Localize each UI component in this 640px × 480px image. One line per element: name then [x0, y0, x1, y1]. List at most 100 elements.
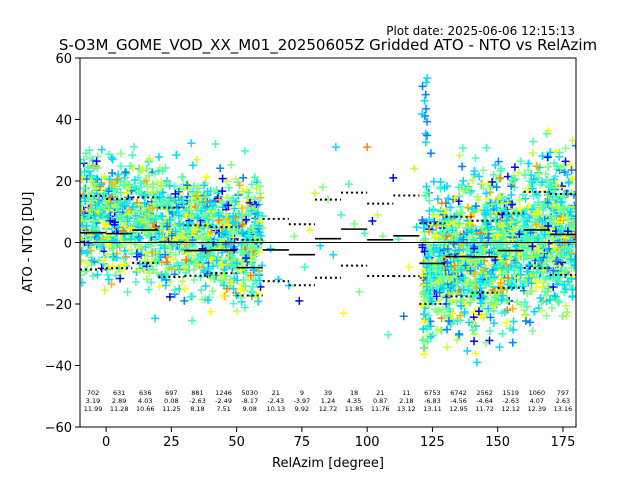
- data-point: [152, 198, 161, 207]
- data-point: [237, 239, 246, 248]
- data-point: [96, 182, 105, 191]
- x-tick-label: 25: [163, 435, 180, 450]
- bin-stat-label: -2.49: [215, 397, 232, 405]
- data-point: [85, 146, 94, 155]
- scatter-points: [80, 74, 576, 367]
- data-point: [108, 262, 117, 271]
- data-point: [243, 194, 252, 203]
- bin-stat-label: 11.99: [84, 405, 103, 413]
- data-point: [130, 206, 139, 215]
- bin-stat-label: 9.92: [295, 405, 309, 413]
- data-point: [183, 225, 192, 234]
- data-point: [470, 330, 479, 339]
- data-point: [226, 275, 235, 284]
- data-point: [108, 244, 117, 253]
- bin-stat-label: 2562: [476, 389, 493, 397]
- data-point: [455, 330, 464, 339]
- bin-stat-label: 4.03: [138, 397, 152, 405]
- data-point: [107, 280, 116, 289]
- data-point: [80, 155, 88, 164]
- data-point: [252, 184, 261, 193]
- bin-stat-label: 11: [402, 389, 410, 397]
- data-point: [134, 266, 143, 275]
- data-point: [517, 300, 526, 309]
- data-point: [115, 174, 124, 183]
- bin-stat-label: -4.64: [476, 397, 493, 405]
- data-point: [218, 277, 227, 286]
- data-point: [100, 286, 109, 295]
- data-point: [178, 232, 187, 241]
- data-point: [81, 197, 90, 206]
- data-point: [101, 222, 110, 231]
- data-point: [140, 216, 149, 225]
- bin-stat-label: 9.08: [242, 405, 256, 413]
- data-point: [171, 227, 180, 236]
- data-point: [163, 179, 172, 188]
- data-point: [135, 260, 144, 269]
- data-point: [126, 235, 135, 244]
- data-point: [171, 189, 180, 198]
- data-point: [148, 204, 157, 213]
- data-point: [201, 212, 210, 221]
- data-point: [189, 275, 198, 284]
- data-point: [190, 265, 199, 274]
- data-point: [156, 225, 165, 234]
- data-point: [238, 228, 247, 237]
- data-point: [104, 150, 113, 159]
- data-point: [116, 274, 125, 283]
- data-point: [242, 215, 251, 224]
- data-point: [238, 247, 247, 256]
- data-point: [116, 188, 125, 197]
- data-point: [92, 157, 101, 166]
- data-point: [105, 175, 114, 184]
- data-point: [195, 250, 204, 259]
- data-point: [201, 193, 210, 202]
- data-point: [202, 173, 211, 182]
- data-point: [129, 142, 138, 151]
- data-point: [227, 160, 236, 169]
- data-point: [104, 275, 113, 284]
- y-tick-label: −20: [45, 298, 72, 313]
- x-tick-label: 125: [420, 435, 445, 450]
- data-point: [203, 242, 212, 251]
- data-point: [140, 198, 149, 207]
- bin-stat-label: 39: [324, 389, 332, 397]
- data-point: [250, 220, 259, 229]
- x-axis-label: RelAzim [degree]: [272, 456, 384, 471]
- data-point: [100, 191, 109, 200]
- bin-stat-label: 1.24: [321, 397, 335, 405]
- data-point: [222, 210, 231, 219]
- data-point: [238, 240, 247, 249]
- data-point: [507, 191, 516, 200]
- data-point: [215, 211, 224, 220]
- data-point: [144, 240, 153, 249]
- data-point: [93, 189, 102, 198]
- bin-stat-label: 12.12: [501, 405, 520, 413]
- data-point: [510, 163, 519, 172]
- data-point: [100, 173, 109, 182]
- data-point: [151, 194, 160, 203]
- data-point: [89, 164, 98, 173]
- data-point: [113, 239, 122, 248]
- data-point: [198, 198, 207, 207]
- data-point: [166, 232, 175, 241]
- data-point: [229, 299, 238, 308]
- data-point: [255, 248, 264, 257]
- data-point: [134, 173, 143, 182]
- x-tick-label: 150: [485, 435, 510, 450]
- data-point: [247, 180, 256, 189]
- data-point: [123, 287, 132, 296]
- data-point: [231, 175, 240, 184]
- data-point: [151, 170, 160, 179]
- data-point: [241, 254, 250, 263]
- data-point: [108, 169, 117, 178]
- data-point: [86, 177, 95, 186]
- data-point: [125, 210, 134, 219]
- data-point: [217, 228, 226, 237]
- data-point: [458, 144, 467, 153]
- bin-stat-label: 797: [557, 389, 569, 397]
- data-point: [114, 223, 123, 232]
- data-point: [153, 178, 162, 187]
- data-point: [151, 314, 160, 323]
- bin-stat-label: 7.51: [216, 405, 230, 413]
